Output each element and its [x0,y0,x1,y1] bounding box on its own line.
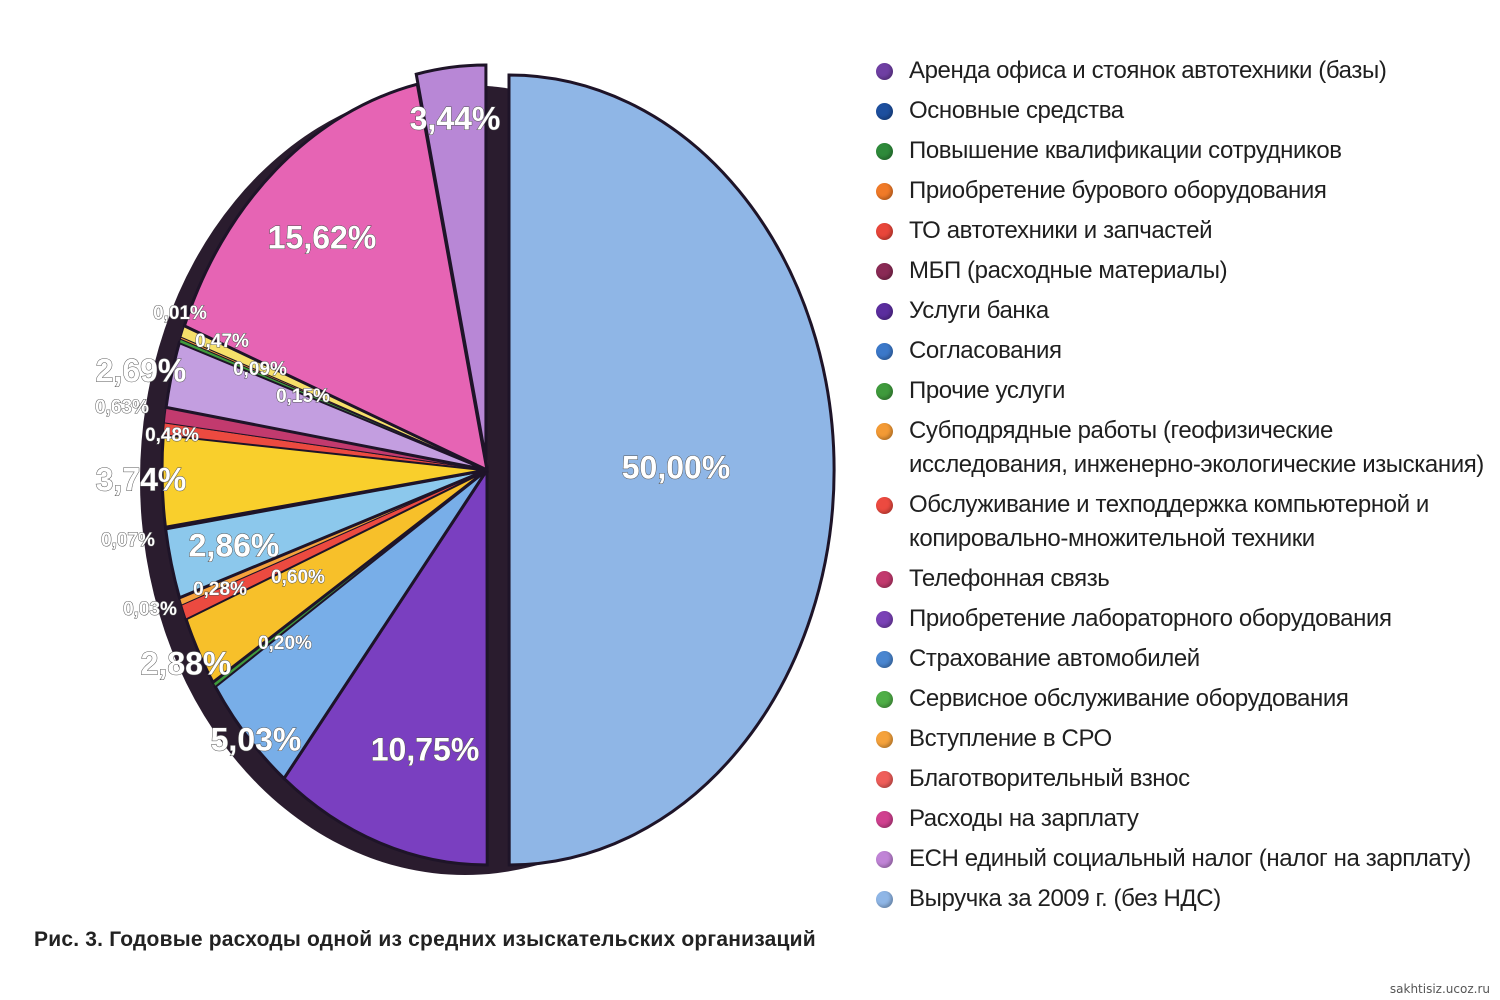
legend-label: Обслуживание и техподдержка компьютерной… [909,491,1429,552]
legend-swatch [876,183,893,200]
legend-swatch [876,303,893,320]
legend-item: Благотворительный взнос [872,762,1492,796]
legend: Аренда офиса и стоянок автотехники (базы… [872,54,1492,922]
legend-item: Услуги банка [872,294,1492,328]
legend-label: Выручка за 2009 г. (без НДС) [909,885,1221,912]
legend-swatch [876,263,893,280]
legend-swatch [876,771,893,788]
slice-value-label: 3,44% [410,100,501,136]
pie-slices [160,63,836,867]
legend-label: Приобретение лабораторного оборудования [909,605,1392,632]
legend-item: ТО автотехники и запчастей [872,214,1492,248]
slice-value-label: 5,03% [211,721,302,757]
legend-swatch [876,811,893,828]
legend-item: Повышение квалификации сотрудников [872,134,1492,168]
legend-item: Обслуживание и техподдержка компьютерной… [872,488,1492,556]
slice-value-label: 0,47% [195,331,249,352]
legend-swatch [876,143,893,160]
slice-value-label: 0,01% [153,303,207,324]
legend-label: Телефонная связь [909,565,1110,592]
slice-value-label: 15,62% [268,219,377,255]
legend-swatch [876,691,893,708]
slice-value-label: 0,09% [233,359,287,380]
legend-item: Расходы на зарплату [872,802,1492,836]
legend-item: Телефонная связь [872,562,1492,596]
legend-label: Страхование автомобилей [909,645,1200,672]
slice-value-label: 2,88% [141,645,232,681]
legend-swatch [876,383,893,400]
legend-item: Приобретение бурового оборудования [872,174,1492,208]
slice-value-label: 0,48% [145,425,199,446]
legend-item: Основные средства [872,94,1492,128]
watermark: sakhtisiz.ucoz.ru [1389,982,1490,996]
legend-swatch [876,571,893,588]
pie-slice [414,63,488,461]
slice-value-label: 2,69% [96,352,187,388]
legend-label: Вступление в СРО [909,725,1112,752]
slice-value-label: 0,28% [193,579,247,600]
legend-item: Вступление в СРО [872,722,1492,756]
legend-label: Расходы на зарплату [909,805,1139,832]
legend-label: Услуги банка [909,297,1049,324]
legend-item: Прочие услуги [872,374,1492,408]
legend-item: Сервисное обслуживание оборудования [872,682,1492,716]
legend-label: Сервисное обслуживание оборудования [909,685,1349,712]
legend-swatch [876,103,893,120]
legend-swatch [876,423,893,440]
slice-value-label: 50,00% [622,449,731,485]
legend-item: ЕСН единый социальный налог (налог на за… [872,842,1492,876]
pie-slice [507,73,836,867]
legend-swatch [876,497,893,514]
legend-label: Повышение квалификации сотрудников [909,137,1342,164]
legend-item: Согласования [872,334,1492,368]
slice-value-label: 0,03% [123,599,177,620]
legend-item: Приобретение лабораторного оборудования [872,602,1492,636]
slice-value-label: 2,86% [189,527,280,563]
slice-value-label: 0,63% [95,397,149,418]
slice-value-label: 10,75% [371,731,480,767]
slice-value-label: 3,74% [96,461,187,497]
legend-label: Прочие услуги [909,377,1066,404]
legend-swatch [876,611,893,628]
legend-label: МБП (расходные материалы) [909,257,1228,284]
slice-value-label: 0,60% [271,567,325,588]
legend-label: Приобретение бурового оборудования [909,177,1327,204]
pie-slice [282,464,489,867]
legend-label: ТО автотехники и запчастей [909,217,1213,244]
legend-swatch [876,851,893,868]
legend-label: Субподрядные работы (геофизические иссле… [909,417,1484,478]
legend-swatch [876,63,893,80]
slice-value-label: 0,20% [258,633,312,654]
legend-label: Благотворительный взнос [909,765,1190,792]
legend-swatch [876,651,893,668]
legend-item: Субподрядные работы (геофизические иссле… [872,414,1492,482]
pie-labels: 50,00% 10,75% 5,03% 0,20% 2,88% 0,60% 0,28% 0,0… [95,100,731,768]
legend-label: Аренда офиса и стоянок автотехники (базы… [909,57,1387,84]
legend-item: Аренда офиса и стоянок автотехники (базы… [872,54,1492,88]
legend-label: ЕСН единый социальный налог (налог на за… [909,845,1471,872]
slice-value-label: 0,15% [276,386,330,407]
legend-swatch [876,891,893,908]
legend-label: Основные средства [909,97,1124,124]
legend-label: Согласования [909,337,1062,364]
legend-item: МБП (расходные материалы) [872,254,1492,288]
pie-slice [182,82,489,473]
slice-value-label: 0,07% [101,530,155,551]
legend-swatch [876,343,893,360]
legend-swatch [876,223,893,240]
chart-caption: Рис. 3. Годовые расходы одной из средних… [34,928,816,951]
legend-swatch [876,731,893,748]
legend-item: Выручка за 2009 г. (без НДС) [872,882,1492,916]
legend-item: Страхование автомобилей [872,642,1492,676]
